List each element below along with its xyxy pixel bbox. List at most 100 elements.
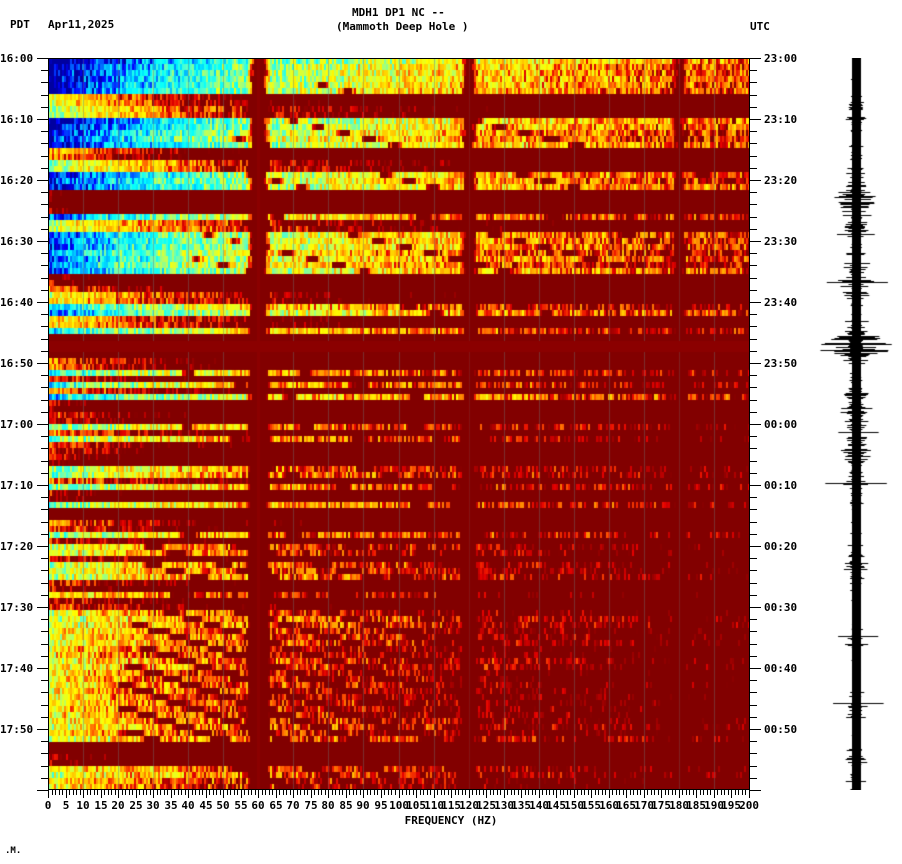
- freq-tick-minor: [651, 790, 652, 795]
- time-tick-minor: [41, 375, 48, 376]
- freq-tick-major: [679, 790, 680, 798]
- freq-tick-minor: [307, 790, 308, 795]
- freq-tick-major: [206, 790, 207, 798]
- time-tick-minor: [750, 595, 757, 596]
- freq-tick-minor: [458, 790, 459, 795]
- freq-tick-minor: [577, 790, 578, 795]
- frequency-axis-title: FREQUENCY (HZ): [404, 814, 498, 827]
- time-tick-minor: [41, 570, 48, 571]
- freq-tick-minor: [710, 790, 711, 795]
- freq-tick-minor: [430, 790, 431, 795]
- freq-label: 110: [424, 799, 444, 812]
- freq-tick-minor: [420, 790, 421, 795]
- freq-tick-major: [83, 790, 84, 798]
- time-tick-major: [750, 790, 761, 791]
- time-axis-left-pdt: 16:00 16:10 16:20 16:30 16:40 16:50 17:00 17:10…: [0, 52, 48, 791]
- time-tick-minor: [750, 204, 757, 205]
- time-tick-minor: [750, 473, 757, 474]
- freq-tick-major: [363, 790, 364, 798]
- freq-tick-minor: [700, 790, 701, 795]
- freq-tick-minor: [265, 790, 266, 795]
- freq-tick-minor: [637, 790, 638, 795]
- freq-tick-minor: [255, 790, 256, 795]
- freq-tick-minor: [581, 790, 582, 795]
- freq-label: 170: [634, 799, 654, 812]
- time-tick-minor: [750, 448, 757, 449]
- time-label-pdt: 16:20: [0, 174, 34, 187]
- freq-tick-minor: [612, 790, 613, 795]
- spectrogram-canvas[interactable]: [48, 58, 750, 790]
- freq-tick-minor: [97, 790, 98, 795]
- time-label-pdt: 16:40: [0, 296, 34, 309]
- freq-label: 0: [44, 799, 52, 812]
- time-tick-minor: [41, 131, 48, 132]
- freq-tick-minor: [87, 790, 88, 795]
- time-tick-minor: [41, 656, 48, 657]
- time-tick-minor: [750, 436, 757, 437]
- time-tick-major: [37, 119, 48, 120]
- time-tick-minor: [41, 522, 48, 523]
- freq-tick-minor: [150, 790, 151, 795]
- freq-tick-minor: [73, 790, 74, 795]
- seismogram-trace[interactable]: [812, 58, 900, 790]
- time-tick-minor: [750, 558, 757, 559]
- freq-tick-minor: [143, 790, 144, 795]
- freq-tick-major: [416, 790, 417, 798]
- freq-tick-minor: [353, 790, 354, 795]
- time-tick-minor: [750, 631, 757, 632]
- freq-tick-minor: [286, 790, 287, 795]
- time-tick-minor: [750, 131, 757, 132]
- time-tick-major: [750, 729, 761, 730]
- time-tick-minor: [41, 253, 48, 254]
- time-tick-minor: [41, 387, 48, 388]
- freq-tick-minor: [339, 790, 340, 795]
- freq-label: 100: [389, 799, 409, 812]
- freq-tick-major: [188, 790, 189, 798]
- freq-tick-minor: [507, 790, 508, 795]
- time-tick-minor: [41, 619, 48, 620]
- freq-tick-minor: [272, 790, 273, 795]
- time-tick-minor: [750, 680, 757, 681]
- freq-tick-minor: [605, 790, 606, 795]
- freq-tick-minor: [623, 790, 624, 795]
- freq-label: 195: [721, 799, 741, 812]
- time-tick-major: [750, 58, 761, 59]
- freq-tick-minor: [90, 790, 91, 795]
- time-tick-minor: [750, 253, 757, 254]
- freq-tick-minor: [633, 790, 634, 795]
- time-tick-minor: [41, 82, 48, 83]
- freq-tick-minor: [549, 790, 550, 795]
- freq-tick-minor: [584, 790, 585, 795]
- freq-tick-minor: [518, 790, 519, 795]
- time-tick-minor: [41, 314, 48, 315]
- freq-tick-minor: [209, 790, 210, 795]
- time-tick-minor: [41, 290, 48, 291]
- time-tick-minor: [41, 326, 48, 327]
- seismogram-canvas[interactable]: [812, 58, 900, 790]
- freq-tick-major: [486, 790, 487, 798]
- time-tick-minor: [750, 509, 757, 510]
- freq-tick-minor: [500, 790, 501, 795]
- freq-tick-major: [293, 790, 294, 798]
- freq-tick-minor: [728, 790, 729, 795]
- freq-tick-minor: [497, 790, 498, 795]
- time-label-pdt: 16:50: [0, 357, 34, 370]
- time-label-pdt: 16:00: [0, 52, 34, 65]
- freq-label: 185: [686, 799, 706, 812]
- time-tick-major: [750, 119, 761, 120]
- freq-tick-minor: [707, 790, 708, 795]
- freq-tick-minor: [321, 790, 322, 795]
- freq-tick-major: [258, 790, 259, 798]
- station-title-line2: (Mammoth Deep Hole ): [336, 20, 469, 33]
- time-tick-minor: [41, 156, 48, 157]
- freq-tick-major: [591, 790, 592, 798]
- freq-tick-minor: [174, 790, 175, 795]
- time-tick-minor: [41, 583, 48, 584]
- freq-tick-minor: [391, 790, 392, 795]
- time-tick-minor: [750, 656, 757, 657]
- freq-tick-minor: [377, 790, 378, 795]
- time-tick-minor: [750, 339, 757, 340]
- time-tick-major: [750, 424, 761, 425]
- spectrogram-plot[interactable]: [48, 58, 750, 790]
- time-tick-minor: [750, 326, 757, 327]
